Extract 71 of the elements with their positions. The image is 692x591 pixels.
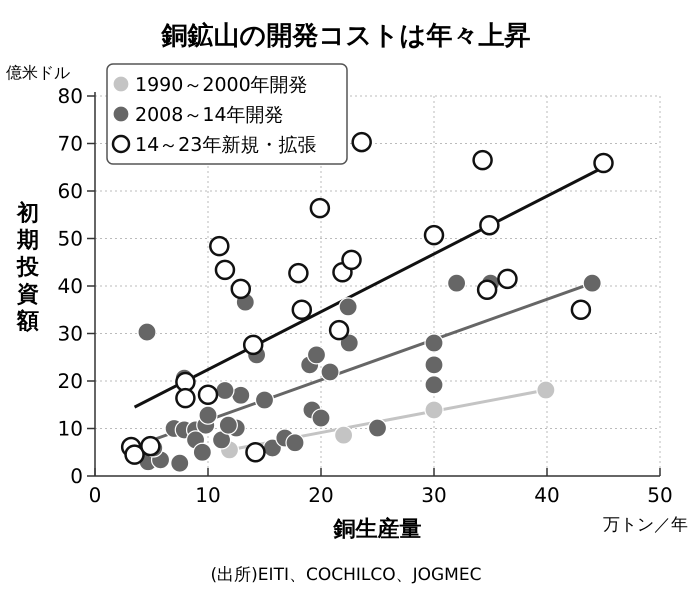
point (288, 262, 309, 284)
point (137, 322, 157, 342)
point (341, 250, 362, 270)
point (497, 268, 518, 290)
y-tick-label: 70 (58, 132, 83, 156)
point (242, 334, 264, 356)
y-tick-label: 10 (58, 416, 83, 440)
x-tick-label: 10 (195, 483, 221, 507)
point (582, 274, 602, 293)
point (140, 436, 161, 456)
point (340, 333, 359, 353)
x-tick-label: 30 (421, 483, 447, 507)
point (192, 442, 212, 462)
point (245, 442, 266, 462)
chart-title: 銅鉱山の開発コストは年々上昇 (160, 21, 530, 51)
point (170, 454, 190, 473)
legend-label: 1990～2000年開発 (135, 74, 308, 96)
point (231, 386, 250, 405)
y-tick-label: 40 (58, 274, 83, 298)
point (424, 375, 444, 394)
point (447, 274, 466, 293)
point (175, 372, 196, 392)
point (570, 300, 592, 320)
point (424, 355, 444, 374)
legend-label: 14～23年新規・拡張 (135, 134, 316, 156)
point (479, 214, 500, 236)
text: 万トン／年 (603, 515, 688, 535)
point (424, 224, 444, 246)
point (292, 300, 312, 320)
x-tick-label: 50 (647, 483, 673, 507)
point (198, 406, 218, 425)
text: (出所)EITI、COCHILCO、JOGMEC (210, 565, 482, 585)
x-axis-title: 銅生産量 (332, 516, 422, 542)
y-tick-label: 30 (58, 322, 83, 346)
y-tick-label: 60 (58, 179, 83, 203)
y-tick-label: 80 (58, 84, 83, 108)
point (209, 236, 230, 256)
point (230, 278, 252, 300)
point (124, 444, 145, 465)
y-tick-label: 50 (58, 226, 83, 250)
point (198, 384, 218, 406)
point (351, 132, 372, 152)
text: 億米ドル (6, 63, 70, 82)
y-tick-label: 20 (58, 369, 83, 393)
point (218, 416, 238, 435)
point (285, 433, 305, 452)
point (593, 152, 614, 174)
point (215, 380, 235, 400)
point (424, 333, 444, 353)
point (536, 380, 556, 400)
point (175, 388, 196, 408)
point (306, 345, 326, 364)
point (334, 426, 354, 445)
point (311, 408, 331, 428)
point (472, 150, 493, 170)
point (368, 418, 388, 438)
point (320, 362, 340, 382)
x-tick-label: 0 (88, 483, 102, 507)
point (254, 390, 274, 410)
y-tick-label: 0 (70, 464, 83, 488)
point (476, 280, 498, 300)
y-axis-title: 初期投資額 (16, 200, 39, 334)
point (338, 297, 358, 316)
point (214, 260, 236, 280)
point (310, 198, 330, 218)
legend-label: 2008～14年開発 (135, 104, 284, 126)
x-tick-label: 40 (534, 483, 560, 507)
point (212, 430, 232, 450)
x-tick-label: 20 (308, 483, 334, 507)
point (328, 320, 350, 340)
point (424, 400, 444, 420)
